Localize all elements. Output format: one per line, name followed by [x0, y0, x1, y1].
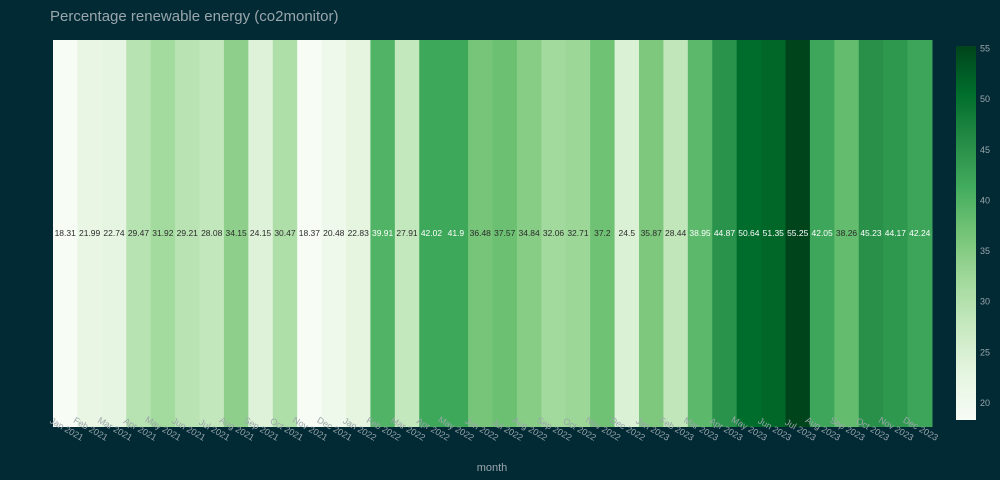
- cell-value-label: 41.9: [448, 228, 465, 238]
- colorbar-tick-label: 55: [980, 44, 990, 54]
- colorbar-tick-label: 25: [980, 347, 990, 357]
- cell-value-label: 24.15: [250, 228, 272, 238]
- colorbar-tick-label: 45: [980, 145, 990, 155]
- heatmap-cell: [223, 40, 249, 427]
- cell-value-label: 22.83: [348, 228, 370, 238]
- colorbar-tick-label: 50: [980, 94, 990, 104]
- cell-value-label: 29.21: [177, 228, 199, 238]
- cell-value-label: 38.26: [836, 228, 858, 238]
- heatmap-cell: [126, 40, 152, 427]
- cell-value-label: 51.35: [763, 228, 785, 238]
- colorbar-tick-label: 20: [980, 398, 990, 408]
- cell-value-label: 42.05: [811, 228, 833, 238]
- colorbar: [956, 46, 976, 420]
- heatmap-cell: [761, 40, 786, 427]
- heatmap-cell: [834, 40, 860, 427]
- cell-value-label: 44.87: [714, 228, 736, 238]
- cell-value-label: 31.92: [152, 228, 174, 238]
- chart-title: Percentage renewable energy (co2monitor): [50, 8, 339, 25]
- cell-value-label: 22.74: [103, 228, 125, 238]
- heatmap-cell: [639, 40, 664, 427]
- colorbar-ticks: 20 25 30 35 40 45 50 55: [980, 44, 990, 408]
- heatmap-cell: [53, 40, 78, 427]
- heatmap-cell-labels: 18.31 21.99 22.74 29.47 31.92 29.21 28.08 34.15…: [55, 228, 931, 238]
- heatmap-cell: [785, 40, 811, 427]
- heatmap-cell: [736, 40, 762, 427]
- cell-value-label: 21.99: [79, 228, 101, 238]
- cell-value-label: 18.31: [55, 228, 77, 238]
- cell-value-label: 38.95: [689, 228, 711, 238]
- heatmap-cell: [394, 40, 420, 427]
- heatmap-cell: [809, 40, 835, 427]
- colorbar-tick-label: 35: [980, 246, 990, 256]
- heatmap-cell: [297, 40, 323, 427]
- heatmap-cells: [53, 40, 933, 427]
- x-axis-title: month: [477, 462, 508, 474]
- heatmap-cell: [492, 40, 518, 427]
- heatmap-cell: [77, 40, 103, 427]
- heatmap-cell: [370, 40, 396, 427]
- heatmap-cell: [321, 40, 347, 427]
- cell-value-label: 45.23: [860, 228, 882, 238]
- cell-value-label: 24.5: [619, 228, 636, 238]
- heatmap-cell: [590, 40, 616, 427]
- heatmap-cell: [663, 40, 689, 427]
- heatmap-cell: [858, 40, 884, 427]
- heatmap-cell: [907, 40, 933, 427]
- cell-value-label: 37.2: [594, 228, 611, 238]
- cell-value-label: 39.91: [372, 228, 394, 238]
- heatmap-cell: [565, 40, 591, 427]
- heatmap-cell: [199, 40, 225, 427]
- heatmap-cell: [883, 40, 909, 427]
- cell-value-label: 34.15: [225, 228, 247, 238]
- heatmap-cell: [443, 40, 469, 427]
- cell-value-label: 42.02: [421, 228, 443, 238]
- cell-value-label: 32.71: [567, 228, 589, 238]
- heatmap-cell: [346, 40, 371, 427]
- cell-value-label: 50.64: [738, 228, 760, 238]
- colorbar-tick-label: 40: [980, 195, 990, 205]
- heatmap-cell: [101, 40, 127, 427]
- cell-value-label: 27.91: [396, 228, 418, 238]
- cell-value-label: 28.08: [201, 228, 223, 238]
- cell-value-label: 29.47: [128, 228, 150, 238]
- cell-value-label: 55.25: [787, 228, 809, 238]
- heatmap-cell: [272, 40, 298, 427]
- cell-value-label: 36.48: [470, 228, 492, 238]
- heatmap-cell: [712, 40, 738, 427]
- cell-value-label: 42.24: [909, 228, 931, 238]
- heatmap-cell: [541, 40, 567, 427]
- cell-value-label: 34.84: [518, 228, 540, 238]
- heatmap-cell: [150, 40, 176, 427]
- cell-value-label: 44.17: [885, 228, 907, 238]
- heatmap-cell: [248, 40, 274, 427]
- heatmap-cell: [516, 40, 542, 427]
- cell-value-label: 37.57: [494, 228, 516, 238]
- cell-value-label: 28.44: [665, 228, 687, 238]
- heatmap-cell: [468, 40, 493, 427]
- colorbar-tick-label: 30: [980, 297, 990, 307]
- heatmap-cell: [419, 40, 445, 427]
- cell-value-label: 35.87: [641, 228, 663, 238]
- heatmap-cell: [175, 40, 200, 427]
- cell-value-label: 30.47: [274, 228, 296, 238]
- cell-value-label: 32.06: [543, 228, 565, 238]
- cell-value-label: 20.48: [323, 228, 345, 238]
- heatmap-cell: [687, 40, 713, 427]
- heatmap-cell: [614, 40, 640, 427]
- cell-value-label: 18.37: [299, 228, 321, 238]
